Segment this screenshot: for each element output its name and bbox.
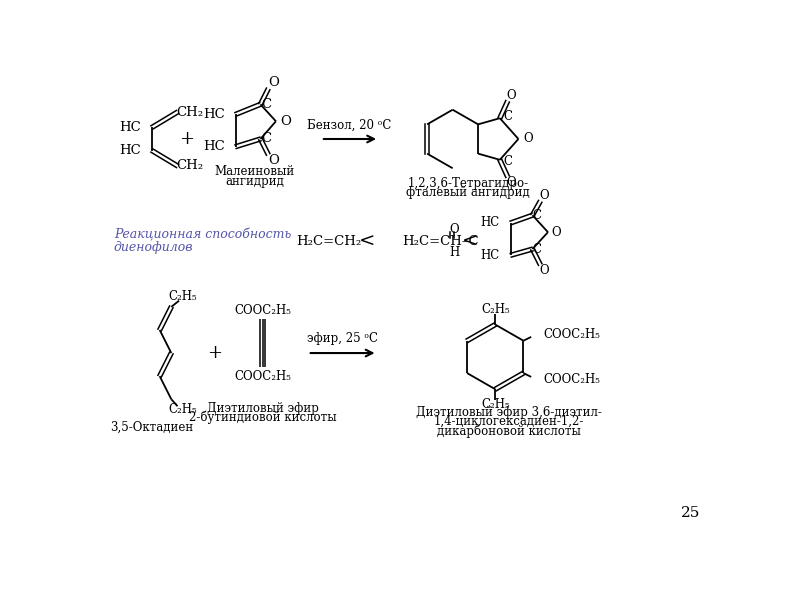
Text: +: + [179, 130, 194, 148]
Text: C: C [533, 209, 542, 222]
Text: O: O [539, 264, 549, 277]
Text: HC: HC [481, 249, 500, 262]
Text: O: O [551, 226, 561, 239]
Text: O: O [268, 154, 279, 167]
Text: диенофилов: диенофилов [114, 241, 194, 254]
Text: C₂H₅: C₂H₅ [169, 290, 198, 304]
Text: 1,4-циклогексадиен-1,2-: 1,4-циклогексадиен-1,2- [434, 415, 584, 428]
Text: C: C [504, 155, 513, 168]
Text: C₂H₅: C₂H₅ [481, 302, 510, 316]
Text: Реакционная способность: Реакционная способность [114, 229, 291, 242]
Text: дикарбоновой кислоты: дикарбоновой кислоты [438, 424, 581, 437]
Text: O: O [506, 89, 516, 101]
Text: H₂C=CH–C: H₂C=CH–C [402, 235, 479, 248]
Text: HC: HC [119, 144, 141, 157]
Text: O: O [539, 188, 549, 202]
Text: COOC₂H₅: COOC₂H₅ [234, 304, 291, 317]
Text: CH₂: CH₂ [176, 106, 203, 119]
Text: CH₂: CH₂ [176, 160, 203, 172]
Text: 25: 25 [682, 506, 701, 520]
Text: C: C [504, 110, 513, 123]
Text: HC: HC [481, 217, 500, 229]
Text: HC: HC [119, 121, 141, 134]
Text: H₂C=CH₂: H₂C=CH₂ [296, 235, 362, 248]
Text: C: C [261, 133, 271, 145]
Text: 2-бутиндиовой кислоты: 2-бутиндиовой кислоты [189, 411, 337, 424]
Text: Диэтиловый эфир: Диэтиловый эфир [207, 402, 318, 415]
Text: H: H [449, 245, 459, 259]
Text: Бензол, 20 ᵒC: Бензол, 20 ᵒC [307, 119, 392, 131]
Text: 1,2,3,6-Тетрагидро-: 1,2,3,6-Тетрагидро- [407, 177, 529, 190]
Text: O: O [280, 115, 290, 128]
Text: O: O [450, 223, 459, 236]
Text: Малеиновый: Малеиновый [215, 165, 295, 178]
Text: HC: HC [203, 108, 225, 121]
Text: C: C [533, 242, 542, 256]
Text: эфир, 25 ᵒC: эфир, 25 ᵒC [307, 332, 378, 345]
Text: O: O [506, 176, 516, 190]
Text: COOC₂H₅: COOC₂H₅ [543, 373, 600, 386]
Text: фталевый ангидрид: фталевый ангидрид [406, 187, 530, 199]
Text: O: O [523, 133, 533, 145]
Text: COOC₂H₅: COOC₂H₅ [543, 328, 600, 341]
Text: C₂H₅: C₂H₅ [169, 403, 198, 416]
Text: <: < [462, 232, 478, 250]
Text: Диэтиловый эфир 3,6-диэтил-: Диэтиловый эфир 3,6-диэтил- [416, 406, 602, 419]
Text: 3,5-Октадиен: 3,5-Октадиен [110, 421, 194, 434]
Text: C: C [261, 98, 271, 111]
Text: ангидрид: ангидрид [226, 175, 285, 188]
Text: O: O [268, 76, 279, 89]
Text: C₂H₅: C₂H₅ [481, 398, 510, 411]
Text: +: + [207, 344, 222, 362]
Text: COOC₂H₅: COOC₂H₅ [234, 370, 291, 383]
Text: HC: HC [203, 140, 225, 153]
Text: <: < [359, 232, 375, 250]
